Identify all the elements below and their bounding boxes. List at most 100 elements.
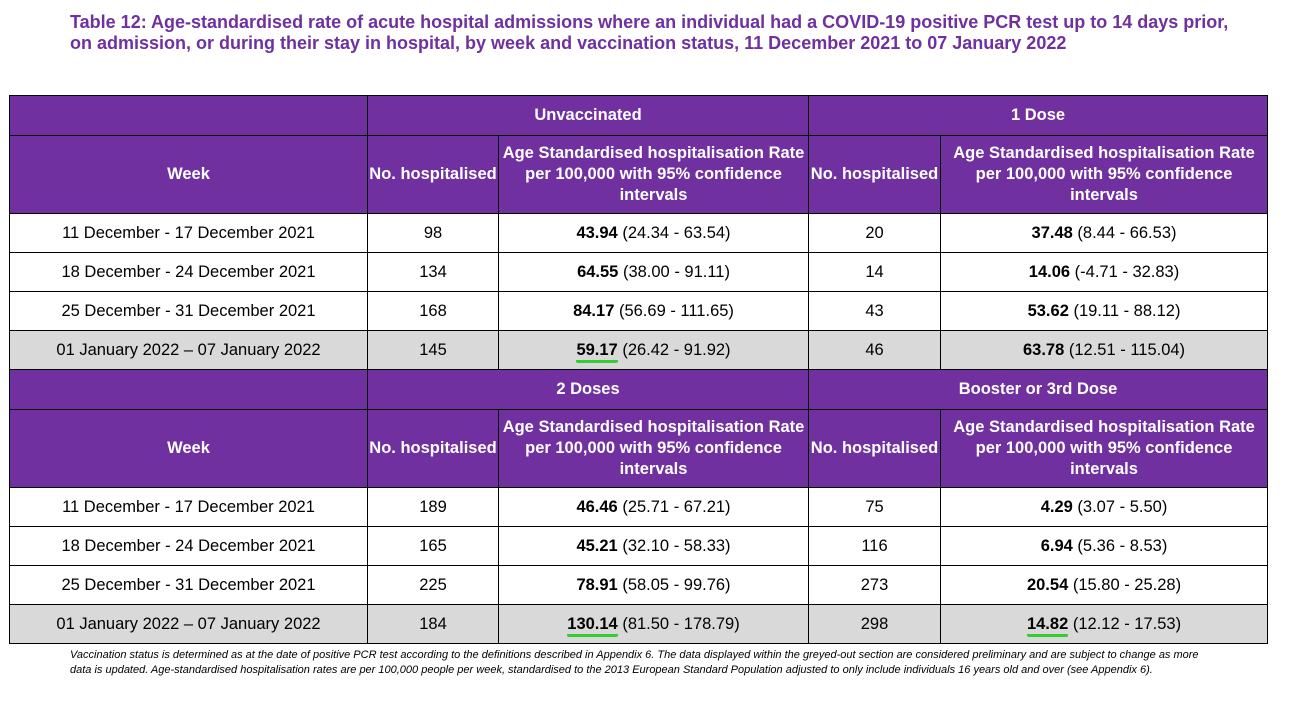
week-cell: 11 December - 17 December 2021 (9, 487, 368, 527)
no-hospitalised-cell: 168 (367, 291, 499, 331)
table-row: 25 December - 31 December 2021 225 78.91 (… (9, 565, 1269, 605)
rate-header: Age Standardised hospitalisation Rate pe… (940, 135, 1269, 214)
week-cell: 01 January 2022 – 07 January 2022 (9, 604, 368, 644)
rate-cell: 130.14 (81.50 - 178.79) (497, 604, 810, 644)
confidence-interval: (25.71 - 67.21) (617, 497, 731, 516)
rate-cell: 59.17 (26.42 - 91.92) (497, 330, 810, 370)
week-cell: 18 December - 24 December 2021 (9, 252, 368, 292)
week-cell: 25 December - 31 December 2021 (9, 565, 368, 605)
table-row: 01 January 2022 – 07 January 2022 184 130.… (9, 604, 1269, 644)
rate-cell: 37.48 (8.44 - 66.53) (940, 213, 1269, 253)
table-row: 18 December - 24 December 2021 165 45.21 (… (9, 526, 1269, 566)
rate-value: 46.46 (576, 497, 618, 516)
table-row: 01 January 2022 – 07 January 2022 145 59.1… (9, 330, 1269, 370)
rate-value: 43.94 (576, 223, 618, 242)
week-cell: 18 December - 24 December 2021 (9, 526, 368, 566)
rate-value: 64.55 (577, 262, 619, 281)
no-hospitalised-cell: 273 (808, 565, 942, 605)
rate-cell: 43.94 (24.34 - 63.54) (497, 213, 810, 253)
table-row: 18 December - 24 December 2021 134 64.55 (… (9, 252, 1269, 292)
rate-cell: 84.17 (56.69 - 111.65) (497, 291, 810, 331)
rate-cell: 14.06 (-4.71 - 32.83) (940, 252, 1269, 292)
no-hospitalised-cell: 14 (808, 252, 942, 292)
rate-cell: 78.91 (58.05 - 99.76) (497, 565, 810, 605)
footnote: Vaccination status is determined as at t… (70, 649, 1199, 676)
no-hospitalised-cell: 298 (808, 604, 942, 644)
rate-cell: 63.78 (12.51 - 115.04) (940, 330, 1269, 370)
no-hospitalised-cell: 75 (808, 487, 942, 527)
no-hospitalised-cell: 98 (367, 213, 499, 253)
rate-value: 14.06 (1028, 262, 1071, 281)
rate-cell: 20.54 (15.80 - 25.28) (940, 565, 1269, 605)
group-header-blank (9, 95, 368, 136)
rate-value: 20.54 (1026, 575, 1069, 594)
column-header-row: Week No. hospitalised Age Standardised hos… (9, 409, 1269, 488)
confidence-interval: (38.00 - 91.11) (618, 262, 730, 281)
highlighted-rate-value: 130.14 (567, 614, 618, 637)
group-header: 2 Doses (366, 369, 810, 410)
confidence-interval: (-4.71 - 32.83) (1070, 262, 1180, 281)
rate-value: 84.17 (573, 301, 615, 320)
rate-cell: 4.29 (3.07 - 5.50) (940, 487, 1269, 527)
confidence-interval: (26.42 - 91.92) (617, 340, 731, 359)
group-header-row: Unvaccinated 1 Dose (9, 95, 1269, 136)
no-hospitalised-cell: 46 (808, 330, 942, 370)
no-hospitalised-header: No. hospitalised (808, 135, 942, 214)
rate-value: 53.62 (1027, 301, 1069, 320)
rate-value: 63.78 (1022, 340, 1065, 359)
no-hospitalised-cell: 145 (367, 330, 499, 370)
no-hospitalised-header: No. hospitalised (367, 135, 499, 214)
table-row: 25 December - 31 December 2021 168 84.17 (… (9, 291, 1269, 331)
confidence-interval: (5.36 - 8.53) (1072, 536, 1168, 555)
confidence-interval: (8.44 - 66.53) (1072, 223, 1177, 242)
rate-value: 37.48 (1031, 223, 1073, 242)
rate-cell: 46.46 (25.71 - 67.21) (497, 487, 810, 527)
rate-cell: 64.55 (38.00 - 91.11) (497, 252, 810, 292)
no-hospitalised-cell: 116 (808, 526, 942, 566)
table-body: Unvaccinated 1 Dose Week No. hospitalised Ag… (9, 95, 1269, 644)
confidence-interval: (81.50 - 178.79) (617, 614, 740, 633)
no-hospitalised-cell: 184 (367, 604, 499, 644)
group-header: Unvaccinated (366, 95, 810, 136)
week-header: Week (9, 409, 368, 488)
no-hospitalised-cell: 134 (367, 252, 499, 292)
week-cell: 25 December - 31 December 2021 (9, 291, 368, 331)
no-hospitalised-cell: 189 (367, 487, 499, 527)
column-header-row: Week No. hospitalised Age Standardised hos… (9, 135, 1269, 214)
confidence-interval: (12.51 - 115.04) (1064, 340, 1186, 359)
week-cell: 11 December - 17 December 2021 (9, 213, 368, 253)
confidence-interval: (3.07 - 5.50) (1072, 497, 1168, 516)
highlighted-rate-value: 59.17 (576, 340, 618, 363)
rate-cell: 45.21 (32.10 - 58.33) (497, 526, 810, 566)
confidence-interval: (58.05 - 99.76) (617, 575, 731, 594)
rate-value: 45.21 (576, 536, 618, 555)
rate-header: Age Standardised hospitalisation Rate pe… (497, 409, 810, 488)
confidence-interval: (19.11 - 88.12) (1068, 301, 1181, 320)
rate-header: Age Standardised hospitalisation Rate pe… (497, 135, 810, 214)
hospitalisation-rate-table: Unvaccinated 1 Dose Week No. hospitalised Ag… (9, 95, 1269, 644)
confidence-interval: (32.10 - 58.33) (617, 536, 731, 555)
confidence-interval: (56.69 - 111.65) (614, 301, 734, 320)
group-header: Booster or 3rd Dose (808, 369, 1269, 410)
confidence-interval: (24.34 - 63.54) (617, 223, 731, 242)
table-row: 11 December - 17 December 2021 98 43.94 (2… (9, 213, 1269, 253)
no-hospitalised-cell: 20 (808, 213, 942, 253)
confidence-interval: (15.80 - 25.28) (1068, 575, 1182, 594)
week-header: Week (9, 135, 368, 214)
week-cell: 01 January 2022 – 07 January 2022 (9, 330, 368, 370)
rate-value: 6.94 (1040, 536, 1073, 555)
rate-cell: 14.82 (12.12 - 17.53) (940, 604, 1269, 644)
group-header-blank (9, 369, 368, 410)
rate-header: Age Standardised hospitalisation Rate pe… (940, 409, 1269, 488)
table-row: 11 December - 17 December 2021 189 46.46 (… (9, 487, 1269, 527)
rate-value: 78.91 (576, 575, 618, 594)
no-hospitalised-cell: 165 (367, 526, 499, 566)
rate-cell: 53.62 (19.11 - 88.12) (940, 291, 1269, 331)
rate-value: 4.29 (1040, 497, 1073, 516)
confidence-interval: (12.12 - 17.53) (1068, 614, 1182, 633)
rate-cell: 6.94 (5.36 - 8.53) (940, 526, 1269, 566)
group-header-row: 2 Doses Booster or 3rd Dose (9, 369, 1269, 410)
no-hospitalised-cell: 225 (367, 565, 499, 605)
table-title: Table 12: Age-standardised rate of acute… (70, 12, 1229, 53)
highlighted-rate-value: 14.82 (1026, 614, 1069, 637)
